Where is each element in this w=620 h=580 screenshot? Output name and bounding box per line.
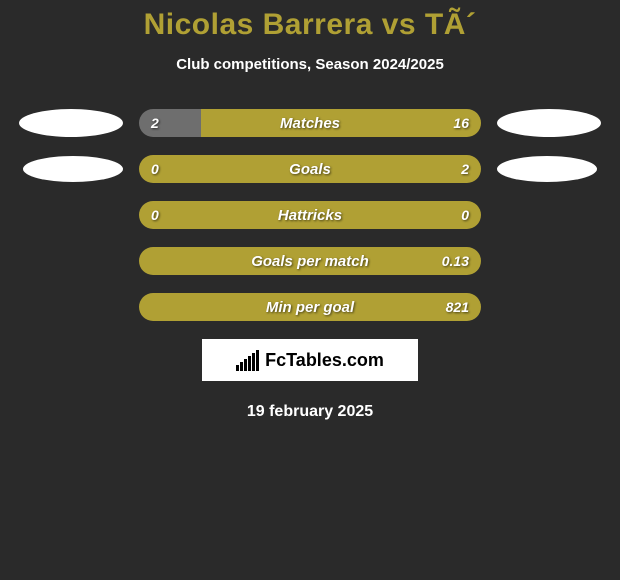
stat-right-value: 0.13 xyxy=(442,247,469,275)
page-title: Nicolas Barrera vs TÃ´ xyxy=(0,8,620,42)
player-right-ellipse xyxy=(497,156,597,182)
stat-label: Goals per match xyxy=(139,247,481,275)
stat-row: Goals per match0.13 xyxy=(0,247,620,275)
player-right-ellipse xyxy=(497,109,601,137)
player-left-ellipse xyxy=(19,109,123,137)
stat-bar: 0Hattricks0 xyxy=(139,201,481,229)
stat-row: Min per goal821 xyxy=(0,293,620,321)
stat-label: Min per goal xyxy=(139,293,481,321)
player-right-ellipse xyxy=(497,201,601,229)
player-left-ellipse xyxy=(23,156,123,182)
stat-row: 0Hattricks0 xyxy=(0,201,620,229)
player-right-ellipse xyxy=(497,247,601,275)
brand-text: FcTables.com xyxy=(265,350,384,371)
stat-right-value: 16 xyxy=(453,109,469,137)
brand-badge[interactable]: FcTables.com xyxy=(202,339,418,381)
subtitle: Club competitions, Season 2024/2025 xyxy=(0,56,620,73)
date-text: 19 february 2025 xyxy=(0,403,620,421)
player-left-ellipse xyxy=(19,293,123,321)
stat-label: Matches xyxy=(139,109,481,137)
stat-right-value: 0 xyxy=(461,201,469,229)
stat-right-value: 2 xyxy=(461,155,469,183)
stat-row: 0Goals2 xyxy=(0,155,620,183)
player-left-ellipse xyxy=(19,201,123,229)
stat-right-value: 821 xyxy=(446,293,469,321)
stat-label: Hattricks xyxy=(139,201,481,229)
stats-card: Nicolas Barrera vs TÃ´ Club competitions… xyxy=(0,0,620,421)
stat-bar: 0Goals2 xyxy=(139,155,481,183)
stat-bar: 2Matches16 xyxy=(139,109,481,137)
player-right-ellipse xyxy=(497,293,601,321)
stat-label: Goals xyxy=(139,155,481,183)
stat-rows: 2Matches160Goals20Hattricks0Goals per ma… xyxy=(0,109,620,321)
stat-row: 2Matches16 xyxy=(0,109,620,137)
brand-bars-icon xyxy=(236,350,259,371)
stat-bar: Min per goal821 xyxy=(139,293,481,321)
stat-bar: Goals per match0.13 xyxy=(139,247,481,275)
player-left-ellipse xyxy=(19,247,123,275)
